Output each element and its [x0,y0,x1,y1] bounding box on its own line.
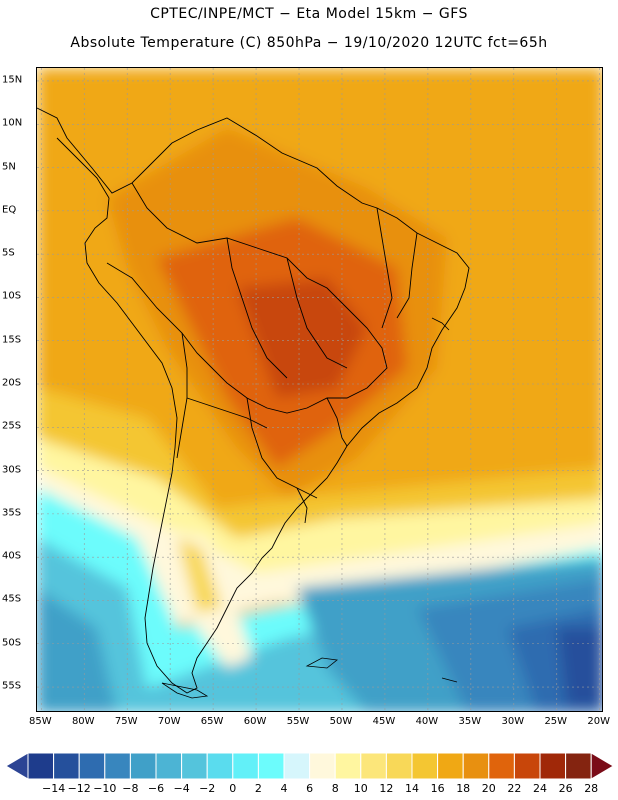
latitude-tick-label: 25S [2,420,22,432]
longitude-tick-label: 40W [415,716,439,727]
colorbar-label: 6 [306,782,314,795]
colorbar-swatch [104,752,131,780]
colorbar-swatch [129,752,157,780]
longitude-tick-label: 85W [28,716,52,727]
colorbar-label: 18 [456,782,471,795]
colorbar-swatch [462,752,490,780]
colorbar-swatch [437,752,464,780]
latitude-tick-label: 35S [2,507,22,519]
longitude-tick-label: 25W [544,716,568,727]
longitude-tick-label: 60W [243,716,267,727]
colorbar-label: 16 [430,782,445,795]
longitude-tick-label: 70W [157,716,181,727]
colorbar-under-arrow [6,752,29,780]
colorbar-label: 20 [481,782,496,795]
colorbar-label: −4 [173,782,190,795]
latitude-tick-label: 5S [2,247,15,259]
colorbar-swatch [27,752,55,780]
longitude-tick-label: 55W [286,716,310,727]
temperature-field [37,68,602,711]
colorbar-label: 0 [229,782,237,795]
colorbar-swatch [360,752,387,780]
map-title-line2: Absolute Temperature (C) 850hPa − 19/10/… [70,35,548,51]
colorbar-swatch [539,752,567,780]
longitude-tick-label: 35W [458,716,482,727]
latitude-tick-label: 10S [2,290,22,302]
longitude-tick-label: 20W [587,716,611,727]
latitude-tick-label: 55S [2,680,22,692]
colorbar-swatch [565,752,592,780]
colorbar-label: −2 [199,782,216,795]
longitude-tick-label: 75W [114,716,138,727]
longitude-tick-label: 30W [501,716,525,727]
islands [161,317,458,699]
colorbar-swatch [181,752,208,780]
longitude-tick-label: 65W [200,716,224,727]
colorbar-over-arrow [590,752,614,780]
longitude-tick-label: 50W [329,716,353,727]
colorbar-label: 22 [507,782,522,795]
latitude-tick-label: 15N [2,74,23,86]
latitude-tick-label: 10N [2,117,23,129]
colorbar-swatch [257,752,285,780]
latitude-tick-label: 30S [2,464,22,476]
colorbar-label: 26 [558,782,573,795]
colorbar-label: 10 [353,782,368,795]
latitude-tick-label: 15S [2,334,22,346]
latitude-tick-label: 50S [2,637,22,649]
colorbar-swatch [513,752,541,780]
colorbar-swatch [385,752,413,780]
map-canvas [37,68,602,711]
latitude-tick-label: 20S [2,377,22,389]
colorbar-swatch [411,752,439,780]
colorbar-label: 28 [584,782,599,795]
map-title-line1: CPTEC/INPE/MCT − Eta Model 15km − GFS [150,6,468,22]
colorbar-label: −6 [147,782,165,795]
colorbar-swatch [53,752,80,780]
colorbar-label: −12 [67,782,91,795]
coastlines [37,107,470,694]
colorbar-swatch [78,752,106,780]
colorbar-swatch [232,752,259,780]
temperature-colorbar [6,752,614,780]
colorbar-label: 8 [331,782,339,795]
colorbar-label: 12 [379,782,394,795]
colorbar-label: −10 [93,782,117,795]
longitude-tick-label: 80W [71,716,95,727]
colorbar-swatch [334,752,362,780]
temperature-map [36,67,603,712]
colorbar-label: 24 [533,782,547,795]
colorbar-swatch [309,752,336,780]
colorbar-swatch [155,752,183,780]
colorbar-swatch [206,752,234,780]
colorbar-swatch [283,752,311,780]
longitude-tick-label: 45W [372,716,396,727]
colorbar-label: −8 [122,782,139,795]
colorbar-label: 4 [280,782,288,795]
colorbar-label: 2 [254,782,262,795]
latitude-tick-label: 5N [2,161,16,173]
colorbar-swatch [488,752,515,780]
latitude-tick-label: EQ [2,204,17,216]
latitude-tick-label: 45S [2,593,22,605]
colorbar-label: −14 [41,782,66,795]
colorbar-label: 14 [405,782,419,795]
latitude-tick-label: 40S [2,550,22,562]
